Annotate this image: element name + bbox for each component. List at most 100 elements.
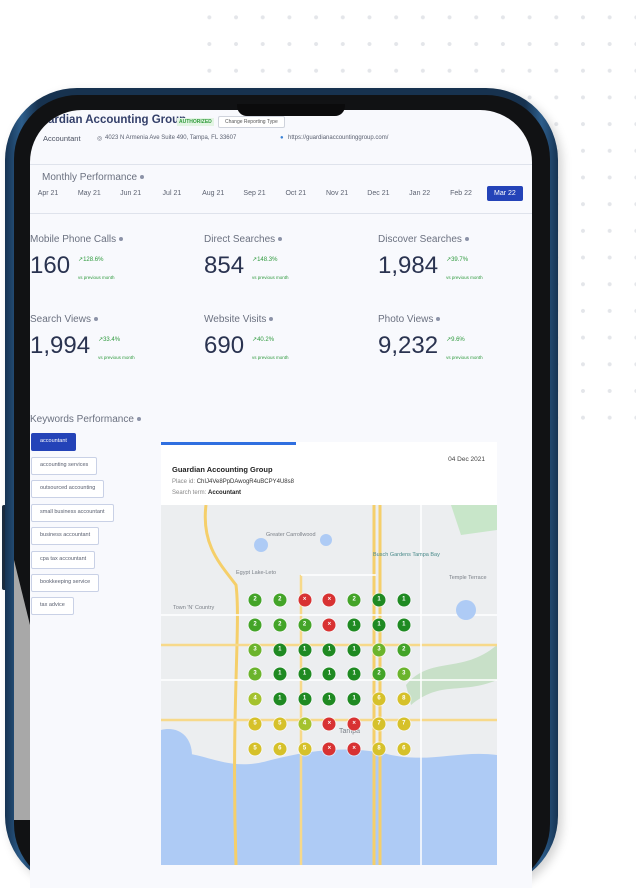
rank-marker[interactable]: 1 [322,667,336,681]
rank-marker[interactable]: × [322,742,336,756]
rank-marker[interactable]: × [322,618,336,632]
keyword-button[interactable]: tax advice [31,597,74,615]
rank-marker[interactable]: 3 [248,643,262,657]
rank-marker[interactable]: 2 [397,643,411,657]
month-tab[interactable]: Nov 21 [326,190,349,197]
rank-marker[interactable]: 1 [397,593,411,607]
keyword-button[interactable]: bookkeeping service [31,574,100,592]
rank-marker[interactable]: 3 [372,643,386,657]
rank-marker[interactable]: 7 [397,717,411,731]
rank-marker[interactable]: 5 [248,717,262,731]
month-tab[interactable]: Feb 22 [450,190,472,197]
keyword-button[interactable]: accounting services [31,457,98,475]
rank-marker[interactable]: 1 [322,692,336,706]
phone-frame: Guardian Accounting Group AUTHORIZED Cha… [5,88,558,888]
keyword-button[interactable]: business accountant [31,527,100,545]
rank-marker[interactable]: 2 [372,667,386,681]
location-pin-icon: ◎ [97,136,103,142]
rank-marker[interactable]: × [347,717,361,731]
info-icon[interactable] [269,317,274,322]
rank-marker[interactable]: 1 [372,618,386,632]
rank-marker[interactable]: × [322,593,336,607]
rank-marker[interactable]: 8 [397,692,411,706]
rank-marker[interactable]: × [298,593,312,607]
rank-marker[interactable]: 1 [322,643,336,657]
rank-marker[interactable]: 2 [248,618,262,632]
change-note: vs previous month [252,354,289,360]
phone-notch [237,104,345,116]
info-icon[interactable] [436,317,441,322]
month-tab[interactable]: Sep 21 [243,190,266,197]
map-label: Temple Terrace [449,575,487,581]
rank-marker[interactable]: 7 [372,717,386,731]
info-icon[interactable] [140,175,145,180]
rank-marker[interactable]: 2 [273,618,287,632]
rank-marker[interactable]: 5 [273,717,287,731]
rank-marker[interactable]: 1 [298,692,312,706]
rank-marker[interactable]: 5 [298,742,312,756]
rank-marker[interactable]: 1 [273,667,287,681]
rank-marker[interactable]: 2 [298,618,312,632]
month-tab[interactable]: Apr 21 [37,190,59,197]
street [161,505,497,865]
rank-marker[interactable]: 1 [273,643,287,657]
month-tab[interactable]: Jun 21 [120,190,142,197]
bay-water [161,749,497,865]
info-icon[interactable] [278,237,283,242]
metric-label-text: Mobile Phone Calls [30,234,117,245]
change-note: vs previous month [98,354,135,360]
business-address: 4023 N Armenia Ave Suite 490, Tampa, FL … [105,135,237,141]
business-category: Accountant [43,134,81,143]
metric-label-text: Photo Views [378,314,434,325]
rank-marker[interactable]: 1 [372,593,386,607]
rank-marker[interactable]: × [322,717,336,731]
rank-marker[interactable]: 6 [273,742,287,756]
rank-marker[interactable]: 5 [248,742,262,756]
metric-card: Mobile Phone Calls 160 ↗128.6% vs previo… [30,234,124,283]
info-icon[interactable] [93,317,98,322]
section-title-text: Keywords Performance [30,414,134,425]
lake [254,538,268,552]
map-label: Town 'N' Country [173,605,215,611]
rank-marker[interactable]: 2 [273,593,287,607]
info-icon[interactable] [464,237,469,242]
rank-marker[interactable]: 6 [397,742,411,756]
rank-marker[interactable]: 1 [298,643,312,657]
rank-marker[interactable]: × [347,742,361,756]
section-title-text: Monthly Performance [42,172,138,183]
month-tab[interactable]: Dec 21 [367,190,390,197]
keyword-button[interactable]: cpa tax accountant [31,551,96,569]
month-tab[interactable]: Aug 21 [202,190,225,197]
info-icon[interactable] [136,417,141,422]
month-tab[interactable]: Oct 21 [285,190,307,197]
metric-card: Discover Searches 1,984 ↗39.7% vs previo… [378,234,483,283]
rank-marker[interactable]: 1 [347,643,361,657]
keyword-button[interactable]: outsourced accounting [31,480,105,498]
rank-marker[interactable]: 3 [397,667,411,681]
website-link[interactable]: https://guardianaccountinggroup.com/ [288,135,389,141]
rank-marker[interactable]: 1 [347,692,361,706]
rank-marker[interactable]: 8 [372,742,386,756]
rank-marker[interactable]: 1 [347,667,361,681]
rank-marker[interactable]: 3 [248,667,262,681]
rank-marker[interactable]: 6 [372,692,386,706]
rank-marker[interactable]: 1 [347,618,361,632]
metric-label: Direct Searches [204,234,289,245]
keyword-button[interactable]: accountant [31,433,76,451]
change-reporting-type-button[interactable]: Change Reporting Type [218,116,285,128]
metric-label: Photo Views [378,314,483,325]
rank-marker[interactable]: 4 [248,692,262,706]
rank-marker[interactable]: 2 [248,593,262,607]
rank-marker[interactable]: 2 [347,593,361,607]
keyword-button[interactable]: small business accountant [31,504,114,522]
month-tab[interactable]: Jul 21 [162,190,182,197]
rank-map[interactable]: Greater Carrollwood Busch Gardens Tampa … [161,505,497,865]
month-tab[interactable]: Mar 22 [487,186,523,201]
month-tab[interactable]: Jan 22 [409,190,431,197]
rank-marker[interactable]: 1 [298,667,312,681]
rank-marker[interactable]: 1 [273,692,287,706]
rank-marker[interactable]: 1 [397,618,411,632]
info-icon[interactable] [119,237,124,242]
rank-marker[interactable]: 4 [298,717,312,731]
month-tab[interactable]: May 21 [77,190,101,197]
